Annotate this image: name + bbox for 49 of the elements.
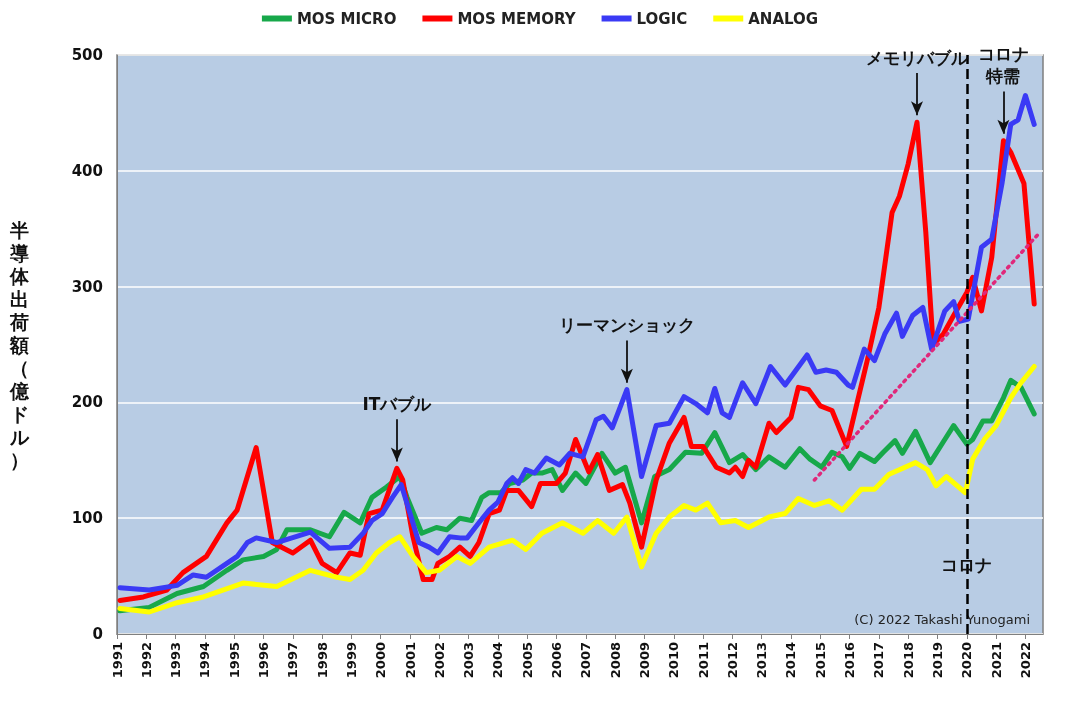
- x-tick-label: 2021: [988, 642, 1004, 679]
- x-tick-label: 2008: [607, 642, 623, 679]
- x-tick-label: 2017: [871, 642, 887, 679]
- x-tick-label: 2011: [695, 642, 711, 679]
- x-tick-label: 2012: [724, 642, 740, 679]
- x-tick-label: 2006: [549, 642, 565, 679]
- legend-label: ANALOG: [748, 9, 819, 28]
- annotation: コロナ特需: [977, 44, 1029, 87]
- y-tick-label: 300: [71, 277, 103, 296]
- x-tick-label: 2002: [431, 642, 447, 679]
- x-tick-label: 2000: [373, 642, 389, 679]
- x-tick-label: 2013: [754, 642, 770, 679]
- x-tick-label: 1995: [226, 642, 242, 679]
- y-tick-label: 200: [71, 393, 103, 412]
- x-tick-label: 2003: [461, 642, 477, 679]
- x-tick-label: 2004: [490, 642, 506, 679]
- x-tick-label: 2010: [666, 642, 682, 679]
- x-tick-label: 1999: [343, 642, 359, 679]
- x-tick-label: 2019: [930, 642, 946, 679]
- x-tick-label: 1996: [256, 642, 272, 679]
- legend-label: MOS MEMORY: [457, 9, 577, 28]
- x-tick-label: 2001: [402, 642, 418, 679]
- annotation: ITバブル: [362, 394, 433, 415]
- text: 半導体出荷額（億ドル）: [10, 218, 29, 471]
- y-tick-label: 100: [71, 509, 103, 528]
- annotation: メモリバブル: [865, 47, 969, 68]
- x-tick-label: 2018: [900, 642, 916, 679]
- annotation: リーマンショック: [558, 315, 695, 336]
- x-tick-label: 1993: [168, 642, 184, 679]
- x-tick-label: 2015: [812, 642, 828, 679]
- x-tick-label: 2007: [578, 642, 594, 679]
- x-tick-label: 2014: [783, 642, 799, 679]
- x-tick-label: 2022: [1017, 642, 1033, 679]
- y-tick-label: 0: [92, 625, 103, 643]
- annotation: (C) 2022 Takashi Yunogami: [854, 612, 1031, 627]
- x-tick-label: 2005: [519, 642, 535, 679]
- x-tick-label: 2009: [636, 642, 652, 679]
- x-tick-label: 1992: [138, 642, 154, 679]
- y-tick-label: 500: [71, 46, 103, 64]
- x-tick-label: 1991: [109, 642, 125, 679]
- ref-line-label: コロナ: [941, 554, 993, 575]
- y-tick-label: 400: [71, 161, 103, 180]
- x-tick-label: 1994: [197, 642, 213, 679]
- legend-label: LOGIC: [636, 9, 688, 28]
- x-tick-label: 1997: [285, 642, 301, 679]
- legend-label: MOS MICRO: [296, 9, 397, 28]
- x-tick-label: 2016: [842, 642, 858, 679]
- x-tick-label: 1998: [314, 642, 330, 679]
- x-tick-label: 2020: [959, 642, 975, 679]
